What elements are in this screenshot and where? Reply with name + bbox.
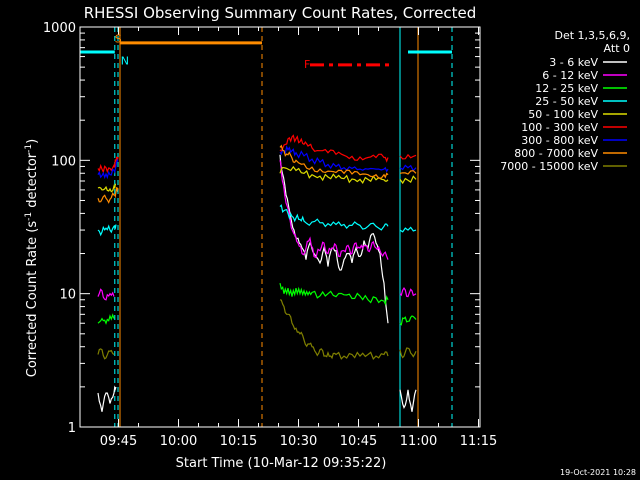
series-line [97,288,115,301]
series-group [97,134,417,412]
series-line [399,175,417,185]
legend-entry-label: 25 - 50 keV [535,95,598,108]
y-axis-label-sup: -1 [24,212,34,221]
series-line [399,287,417,298]
series-line [97,224,117,237]
y-axis-label: Corrected Count Rate (s-1 detector-1) [24,139,40,377]
series-line [97,156,119,174]
y-axis-label-part: detector [25,152,40,212]
series-line [399,170,417,175]
series-line [399,347,417,359]
state-bars [80,41,452,67]
series-line [279,145,389,173]
legend-entry-label: 3 - 6 keV [549,56,598,69]
y-axis-label-part: ) [25,139,40,144]
series-line [279,204,389,231]
series-line [97,348,115,360]
legend-entry-label: 50 - 100 keV [528,108,598,121]
series-line [279,282,389,306]
series-line [279,160,389,260]
x-tick-label: 10:30 [280,434,317,449]
series-line [279,299,389,360]
series-line [399,164,417,172]
x-tick-label: 10:00 [160,434,197,449]
legend-entry-label: 300 - 800 keV [521,134,598,147]
vertical-markers [79,27,453,427]
series-line [279,134,389,163]
x-tick-label: 10:45 [340,434,377,449]
x-axis-label: Start Time (10-Mar-12 09:35:22) [176,456,387,471]
series-line [399,389,417,412]
x-tick-label: 11:00 [400,434,437,449]
series-line [279,144,389,179]
legend-entry-label: 800 - 7000 keV [514,147,598,160]
legend-entry-label: 100 - 300 keV [521,121,598,134]
series-line [97,187,119,204]
y-tick-label: 1000 [43,21,76,36]
state-marker-label: S [115,32,122,45]
series-line [279,165,389,185]
series-line [97,385,117,412]
series-line [97,158,119,180]
chart-title: RHESSI Observing Summary Count Rates, Co… [84,4,477,22]
series-line [399,226,417,233]
series-line [399,315,417,326]
plot-frame [79,26,481,428]
state-marker-label: N [121,55,129,68]
y-tick-label: 10 [59,288,76,303]
legend-header: Att 0 [604,42,630,55]
legend-entry-label: 7000 - 15000 keV [500,160,598,173]
state-markers: SN F [115,32,311,70]
timestamp: 19-Oct-2021 10:28 [560,468,636,477]
legend-header: Det 1,3,5,6,9, [554,29,630,42]
axes: 09:45 10:00 10:15 10:30 10:45 11:00 11:15 1 10 10… [43,21,497,449]
series-line [97,183,117,193]
x-tick-label: 09:45 [100,434,137,449]
x-tick-label: 11:15 [460,434,497,449]
y-tick-label: 100 [51,154,76,169]
series-line [399,153,417,160]
x-tick-label: 10:15 [220,434,257,449]
y-axis-label-sup: -1 [24,144,34,153]
legend-entry-label: 12 - 25 keV [535,82,598,95]
y-tick-label: 1 [68,421,76,436]
state-marker-label: F [304,58,310,71]
legend-entry-label: 6 - 12 keV [542,69,598,82]
y-axis-label-part: Corrected Count Rate (s [25,221,40,378]
series-line [97,313,115,325]
